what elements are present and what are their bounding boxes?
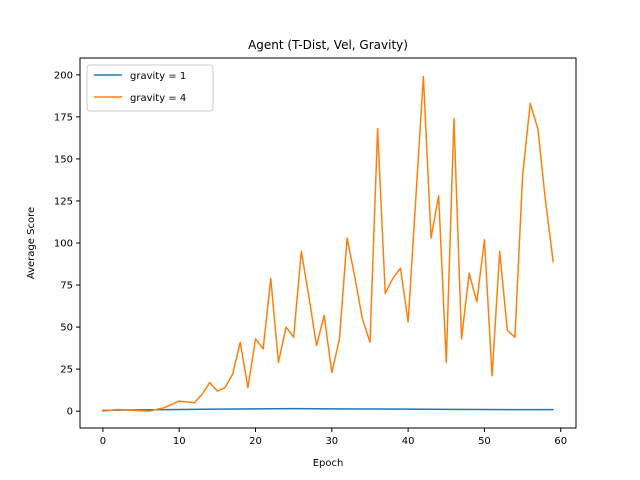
x-tick-label: 50 [478,436,491,447]
axis-ticks: 0 10 20 30 40 50 60 0 25 50 75 100 125 150 175 200 [54,70,567,447]
chart-title: Agent (T-Dist, Vel, Gravity) [248,38,408,52]
series-line-gravity-4 [102,75,554,412]
x-axis-label: Epoch [313,458,344,469]
y-tick-label: 150 [54,154,73,165]
legend: gravity = 1 gravity = 4 [86,64,214,112]
x-tick-label: 20 [249,436,262,447]
y-tick-label: 25 [60,365,73,376]
series-line-gravity-1 [102,407,554,412]
y-tick-label: 50 [60,323,73,334]
y-tick-label: 100 [54,239,73,250]
legend-label-gravity-1: gravity = 1 [130,71,186,82]
y-tick-label: 75 [60,281,73,292]
y-tick-label: 200 [54,70,73,81]
y-axis-label: Average Score [26,207,37,279]
x-tick-label: 30 [325,436,338,447]
legend-box [86,64,214,112]
legend-label-gravity-4: gravity = 4 [130,93,186,104]
x-tick-label: 0 [100,436,106,447]
x-tick-label: 10 [173,436,186,447]
y-tick-label: 175 [54,112,73,123]
y-tick-label: 125 [54,196,73,207]
plot-area [102,75,554,412]
x-tick-label: 40 [402,436,415,447]
y-tick-label: 0 [67,407,73,418]
x-tick-label: 60 [554,436,567,447]
